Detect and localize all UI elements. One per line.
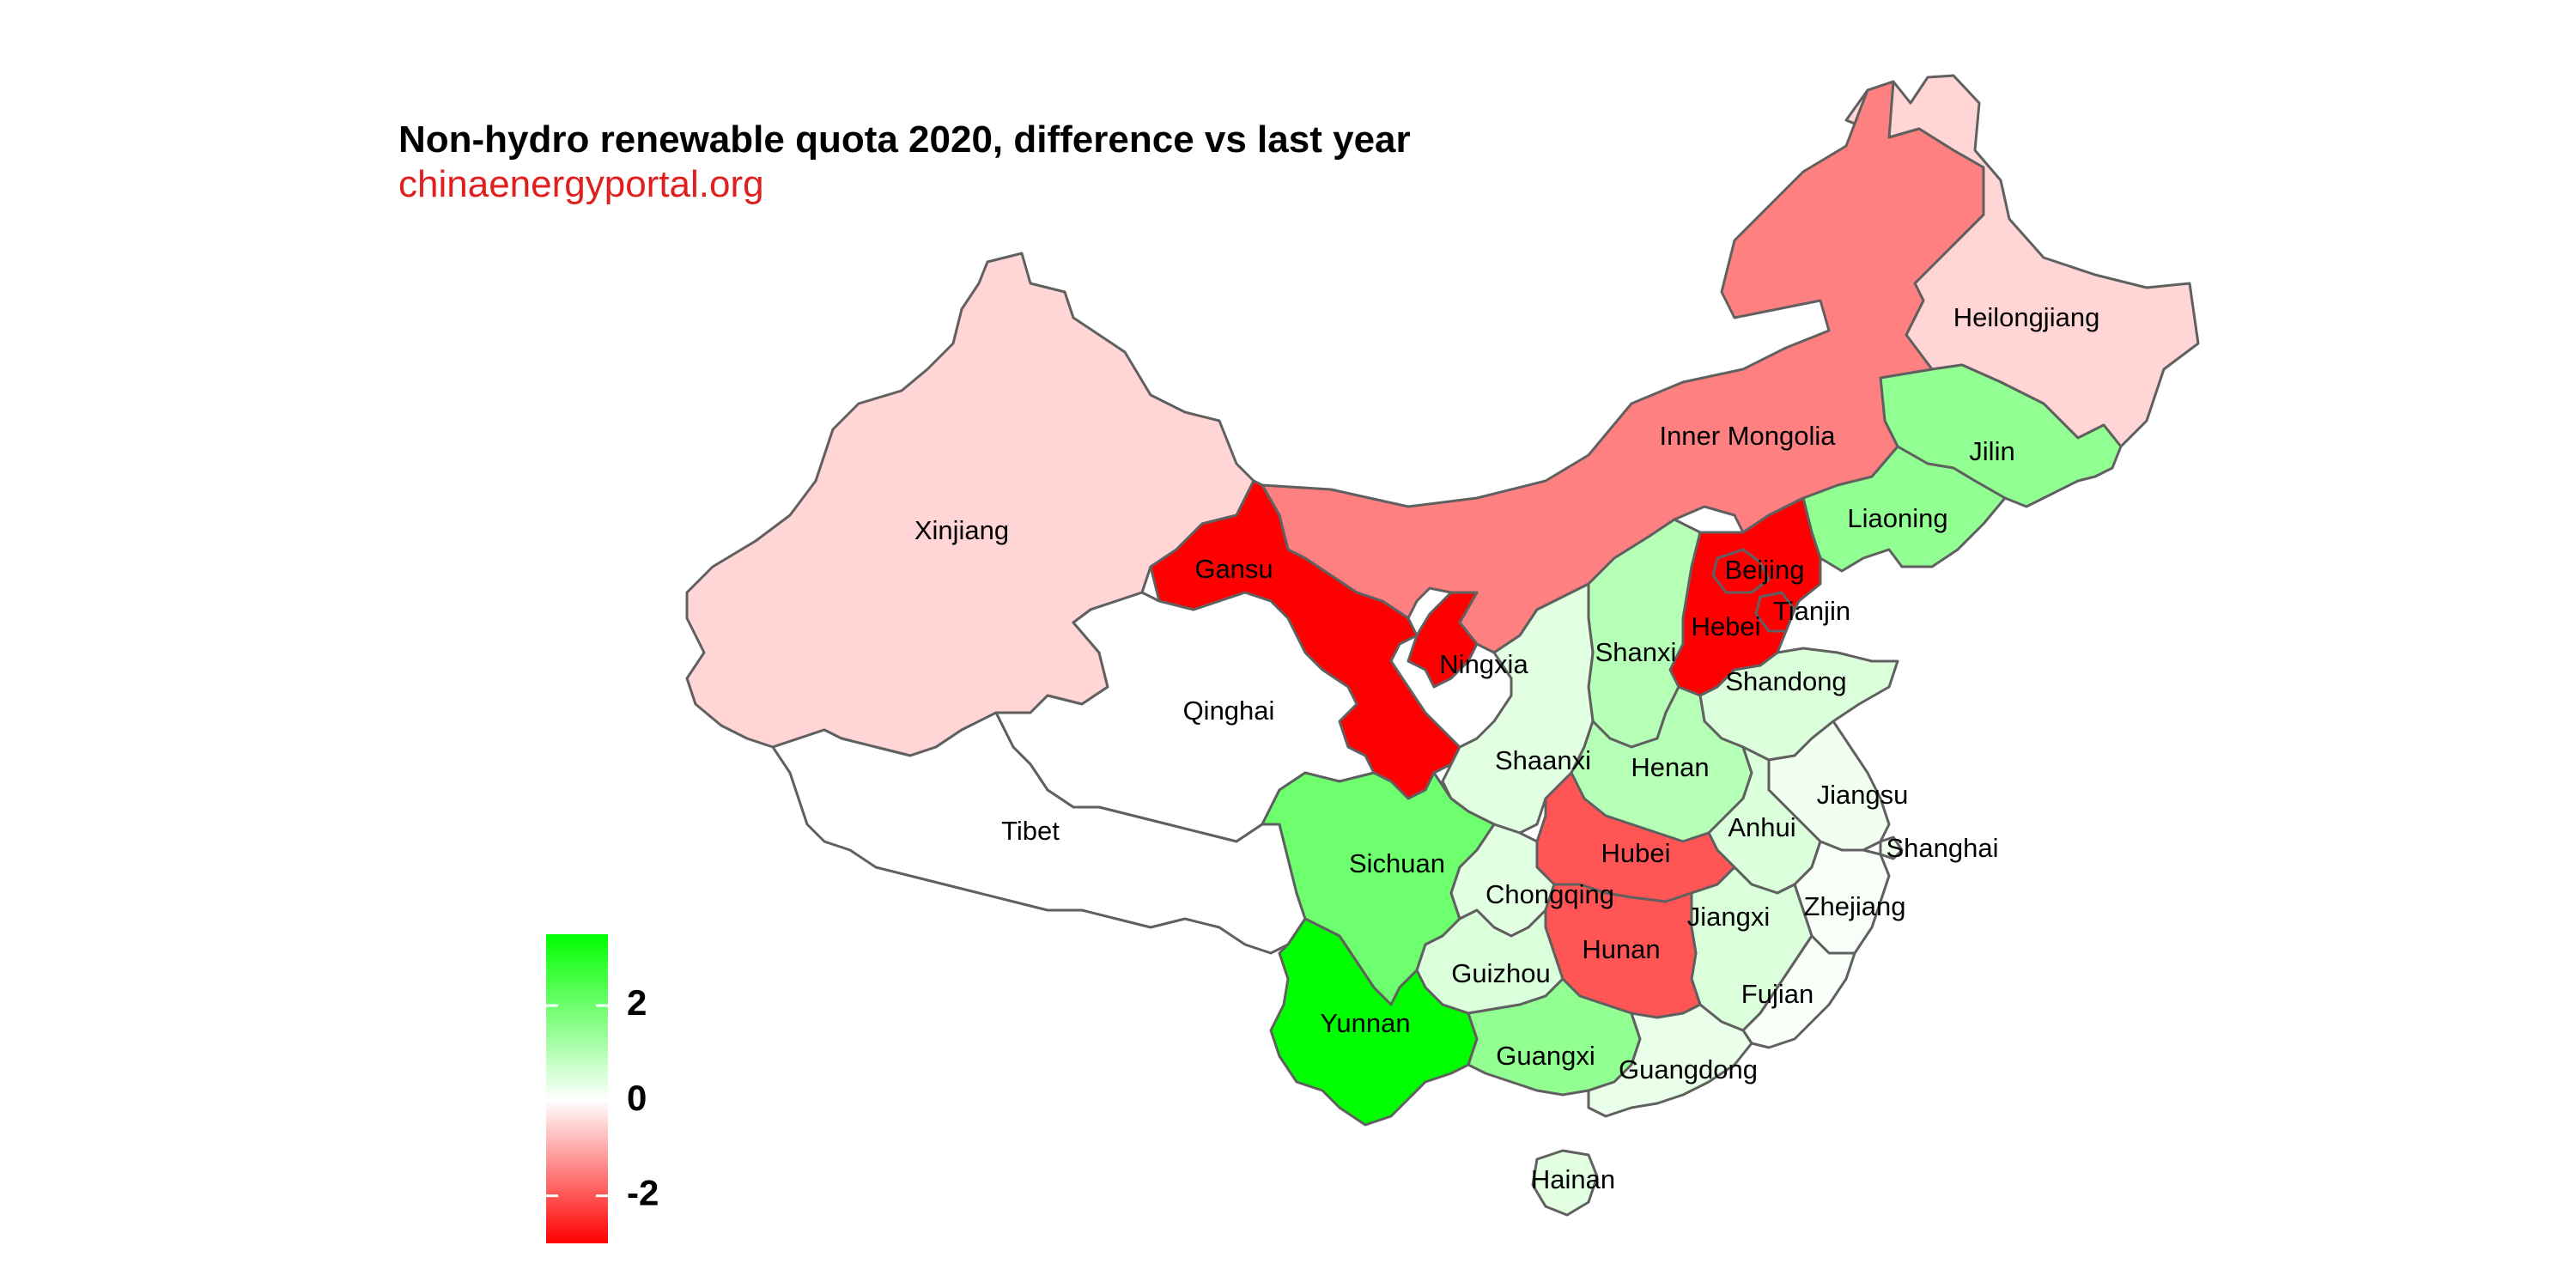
province-label: Jilin bbox=[1969, 436, 2014, 466]
province-label: Hebei bbox=[1692, 611, 1761, 641]
province-label: Jiangxi bbox=[1687, 902, 1771, 932]
province-fujian[interactable] bbox=[1741, 934, 1856, 1049]
province-label: Anhui bbox=[1728, 812, 1795, 842]
province-guangdong[interactable] bbox=[1587, 1003, 1753, 1118]
province-label: Guizhou bbox=[1451, 958, 1550, 988]
province-label: Guangdong bbox=[1619, 1054, 1758, 1084]
province-label: Sichuan bbox=[1349, 848, 1445, 878]
province-label: Gansu bbox=[1194, 554, 1273, 584]
province-label: Shanxi bbox=[1595, 637, 1677, 667]
province-label: Shanghai bbox=[1886, 833, 1998, 863]
province-label: Tibet bbox=[1001, 816, 1060, 846]
province-label: Hubei bbox=[1601, 838, 1671, 868]
province-label: Ningxia bbox=[1439, 649, 1528, 679]
province-label: Henan bbox=[1631, 752, 1709, 782]
province-label: Shaanxi bbox=[1495, 745, 1591, 775]
province-label: Jiangsu bbox=[1817, 780, 1909, 810]
province-label: Shandong bbox=[1725, 666, 1846, 696]
province-label: Inner Mongolia bbox=[1659, 421, 1836, 451]
province-label: Beijing bbox=[1724, 555, 1804, 585]
province-label: Xinjiang bbox=[914, 515, 1009, 545]
province-shaanxi[interactable] bbox=[1441, 582, 1595, 835]
province-label: Tianjin bbox=[1773, 596, 1850, 626]
province-label: Fujian bbox=[1741, 979, 1814, 1009]
province-ningxia[interactable] bbox=[1406, 591, 1479, 689]
province-label: Chongqing bbox=[1485, 879, 1614, 909]
map-title: Non-hydro renewable quota 2020, differen… bbox=[398, 118, 1411, 161]
legend: 2 0 -2 bbox=[546, 934, 659, 1243]
province-label: Qinghai bbox=[1183, 696, 1275, 726]
province-label: Heilongjiang bbox=[1953, 302, 2100, 332]
province-label: Guangxi bbox=[1496, 1041, 1595, 1071]
province-yunnan[interactable] bbox=[1269, 917, 1479, 1127]
legend-tick-label: 0 bbox=[627, 1078, 647, 1118]
province-label: Liaoning bbox=[1847, 503, 1947, 533]
legend-color-bar bbox=[546, 934, 608, 1243]
province-hainan[interactable] bbox=[1531, 1149, 1599, 1217]
province-label: Hunan bbox=[1582, 934, 1660, 964]
map-subtitle: chinaenergyportal.org bbox=[398, 163, 764, 205]
province-label: Hainan bbox=[1531, 1164, 1615, 1194]
province-shanghai[interactable] bbox=[1879, 835, 1904, 860]
province-label: Zhejiang bbox=[1804, 891, 1906, 921]
province-label: Yunnan bbox=[1320, 1008, 1410, 1038]
legend-tick-label: 2 bbox=[627, 982, 647, 1023]
legend-tick-label: -2 bbox=[627, 1173, 659, 1213]
